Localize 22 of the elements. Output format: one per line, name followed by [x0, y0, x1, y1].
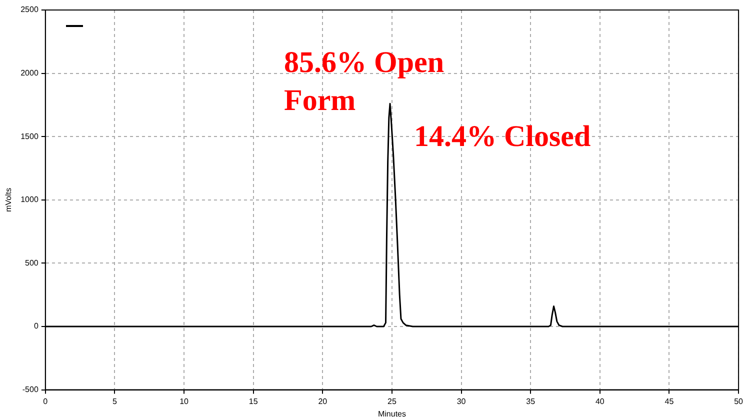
y-tick-label: -500 — [22, 385, 39, 394]
y-axis-title: mVolts — [4, 188, 14, 212]
x-tick-label: 50 — [734, 396, 744, 406]
x-tick-label: 30 — [456, 396, 466, 406]
y-tick-label: 1500 — [20, 132, 39, 141]
x-tick-label: 10 — [180, 396, 190, 406]
y-tick-label: 2500 — [20, 5, 39, 14]
x-tick-label: 20 — [318, 396, 328, 406]
x-tick-label: 5 — [112, 396, 118, 406]
y-tick-label: 1000 — [20, 195, 39, 204]
x-tick-label: 40 — [595, 396, 605, 406]
y-tick-label: 500 — [25, 258, 39, 268]
y-tick-label: 2000 — [20, 68, 39, 78]
annotation: 14.4% Closed — [414, 119, 591, 155]
x-tick-label: 45 — [664, 396, 674, 406]
x-axis-title: Minutes — [378, 409, 406, 418]
annotation: 85.6% Open Form — [284, 45, 446, 119]
x-tick-label: 15 — [248, 396, 258, 406]
x-tick-label: 35 — [526, 396, 536, 406]
x-tick-label: 0 — [43, 396, 48, 406]
x-tick-label: 25 — [388, 396, 397, 406]
y-tick-label: 0 — [34, 322, 39, 331]
